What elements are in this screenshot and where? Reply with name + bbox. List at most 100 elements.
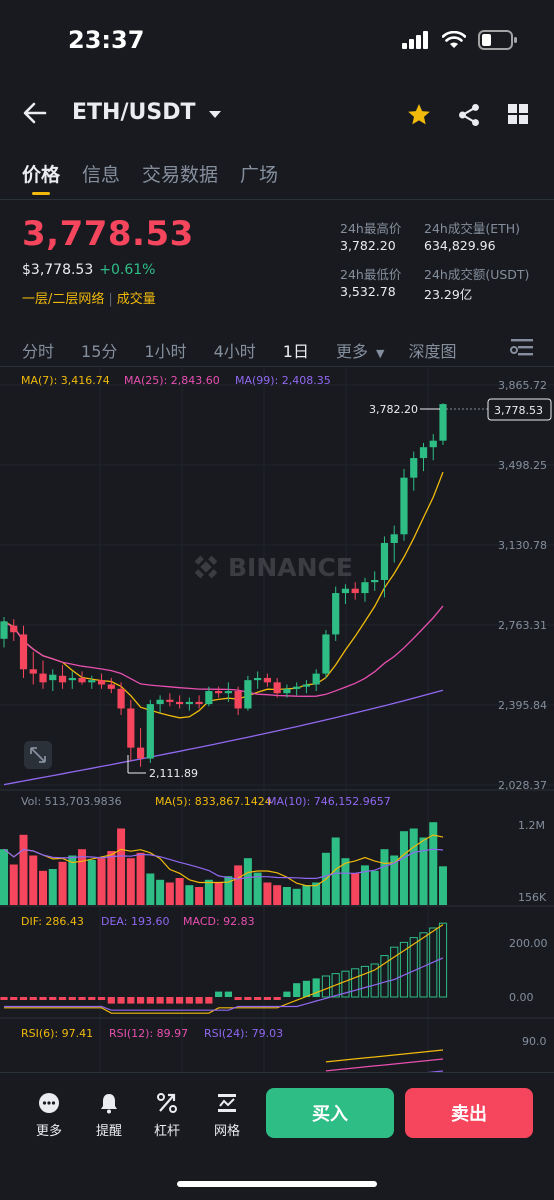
candle-body [390,534,398,543]
volume-bar [282,887,291,905]
caret-down-icon[interactable] [208,108,222,122]
more-label: 更多 [35,1124,62,1139]
favorite-star-icon[interactable] [406,102,432,128]
volume-bar [68,855,77,905]
candle-body [88,680,96,683]
watermark-text: BINANCE [228,553,353,582]
low-label: 24h最低价 [340,267,402,282]
volume-bar [370,870,379,905]
interval-4h[interactable]: 4小时 [213,342,256,361]
macd-histogram-bar [409,937,418,998]
macd-dea-line [4,957,444,1011]
interval-1d[interactable]: 1日 [282,342,309,361]
candle-body [293,686,301,689]
macd-histogram-bar [360,965,370,998]
status-icons [402,30,518,50]
candle-body [0,621,8,639]
interval-more[interactable]: 更多 ▼ [336,338,384,362]
volume-bar [273,885,282,905]
tab-price[interactable]: 价格 [22,160,60,195]
tag-volume[interactable]: 成交量 [116,292,156,307]
macd-histogram-bar [438,922,448,998]
volume-bar [390,855,399,905]
leverage-percent-icon [157,1093,177,1113]
signal-icon [402,31,428,49]
grid-button[interactable]: 网格 [202,1090,252,1139]
candle-body [234,691,242,709]
interval-divider [0,366,554,367]
rsi6-legend: RSI(6): 97.41 [21,1027,93,1040]
macd-histogram-bar [78,997,86,1000]
ma25-legend: MA(25): 2,843.60 [124,374,220,387]
alert-button[interactable]: 提醒 [84,1090,134,1139]
tab-trading-data[interactable]: 交易数据 [142,164,219,186]
vol-eth-label: 24h成交量(ETH) [424,221,521,236]
volume-bar [409,828,418,905]
macd-dea-legend: DEA: 193.60 [101,915,169,928]
candle-body [410,458,418,478]
candle-body [127,708,135,748]
candle-body [302,684,311,687]
macd-histogram-bar [88,997,96,1000]
candle-body [68,677,76,681]
volume-bar [312,882,321,905]
interval-1h[interactable]: 1小时 [144,342,187,361]
battery-icon [478,30,517,50]
candle-body [10,625,18,633]
chart-grid [0,365,554,1072]
vol-usdt-label: 24h成交额(USDT) [424,267,530,282]
change-percent: +0.61% [99,262,156,278]
share-icon[interactable] [456,102,482,128]
more-button[interactable]: 更多 [24,1090,74,1139]
price-axis-label: 2,028.37 [498,779,547,792]
low-value: 3,532.78 [340,284,396,299]
candle-body [224,691,232,694]
usd-price: $3,778.53 [22,262,94,278]
volume-bars [0,822,447,905]
ma99-legend: MA(99): 2,408.35 [235,374,331,387]
layout-grid-icon[interactable] [506,102,530,126]
interval-timeshare[interactable]: 分时 [22,342,55,361]
candle-body [244,680,252,709]
candle-body [419,447,428,459]
volume-bar [360,865,369,905]
volume-bar [156,879,165,905]
kline-chart[interactable]: BINANCE MA(7): 3,416.74 MA(25): 2,843.60… [0,365,554,1072]
macd-histogram-bar [156,997,164,1004]
tab-square[interactable]: 广场 [240,164,279,186]
price-axis-label: 3,865.72 [498,379,547,392]
volume-bar [146,873,155,905]
leverage-label: 杠杆 [153,1124,180,1139]
tag-layer-network[interactable]: 一层/二层网络 [22,292,105,307]
current-price-label: 3,778.53 [494,404,543,417]
fullscreen-button[interactable] [24,741,52,769]
caret-down-icon: ▼ [375,347,385,360]
volume-bar [253,872,262,905]
macd-histogram-bar [224,991,232,997]
tab-info[interactable]: 信息 [82,164,121,186]
macd-histogram-bar [19,997,28,1000]
candle-body [341,588,350,594]
pair-title[interactable]: ETH/USDT [72,100,196,125]
volume-bar [136,852,145,905]
volume-bar [399,831,408,905]
volume-bar [29,855,38,905]
buy-button[interactable]: 买入 [266,1088,394,1138]
macd-value-legend: MACD: 92.83 [183,915,255,928]
candle-body [176,701,184,705]
low-marker-label: 2,111.89 [149,767,198,780]
sell-button[interactable]: 卖出 [405,1088,533,1138]
high-label: 24h最高价 [340,221,402,236]
candles [0,403,447,767]
interval-15m[interactable]: 15分 [81,342,118,361]
macd-series [0,922,448,1014]
volume-bar [126,858,135,905]
volume-bar [302,885,311,905]
candle-body [195,701,203,705]
rsi-axis-90: 90.0 [522,1035,547,1048]
interval-depth[interactable]: 深度图 [408,342,457,361]
back-arrow-icon[interactable] [22,100,48,126]
leverage-button[interactable]: 杠杆 [142,1090,192,1139]
chart-settings-icon[interactable] [510,337,534,357]
macd-histogram-bar [136,997,145,1004]
